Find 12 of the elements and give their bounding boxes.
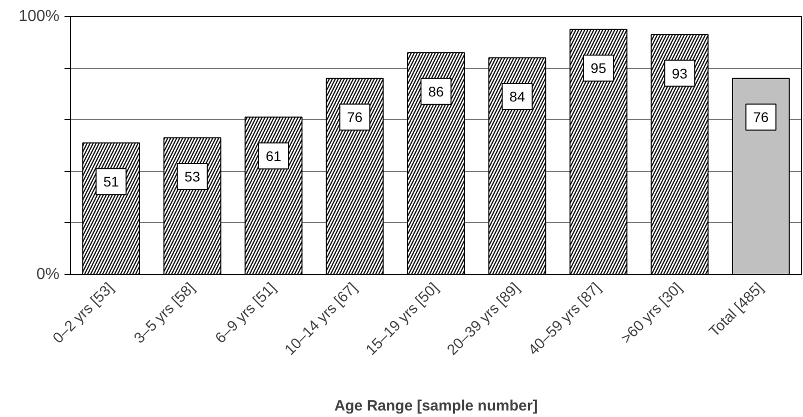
data-label: 95 — [590, 60, 606, 76]
data-label: 51 — [103, 174, 120, 190]
data-label: 86 — [428, 83, 444, 100]
y-tick-label: 100% — [18, 8, 60, 25]
data-label: 93 — [672, 65, 688, 82]
data-label: 84 — [509, 88, 526, 104]
data-label: 53 — [184, 168, 200, 184]
data-label: 61 — [266, 148, 282, 164]
data-label: 76 — [346, 109, 363, 126]
x-axis-title: Age Range [sample number] — [334, 398, 538, 415]
data-label: 76 — [753, 109, 769, 126]
y-tick-label: 0% — [36, 266, 60, 283]
